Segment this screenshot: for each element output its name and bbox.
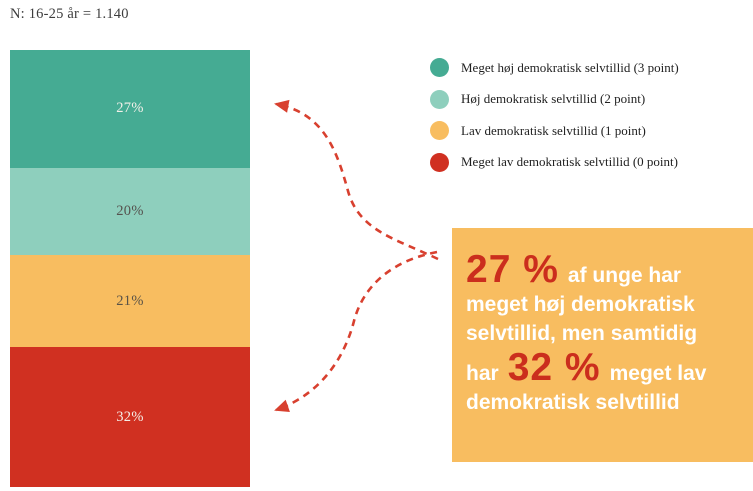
callout-stat-27: 27 % [466, 248, 559, 291]
bar-segment-2: 21% [10, 255, 250, 348]
callout-line-1: 27 % af unge har [466, 250, 739, 290]
bar-segment-1: 20% [10, 167, 250, 256]
callout-line-3: selvtillid, men samtidig [466, 322, 698, 345]
callout-box: 27 % af unge har meget høj demokratisk se… [452, 228, 753, 462]
legend-label: Lav demokratisk selvtillid (1 point) [461, 122, 646, 138]
legend-item-2: Lav demokratisk selvtillid (1 point) [430, 121, 679, 140]
callout-text: meget lav [609, 362, 707, 385]
stacked-bar: 27% 20% 21% 32% [10, 50, 250, 487]
legend-dot-icon [430, 89, 449, 109]
page-title: N: 16-25 år = 1.140 [10, 6, 129, 22]
legend-dot-icon [430, 152, 449, 172]
legend-item-3: Meget lav demokratisk selvtillid (0 poin… [430, 152, 679, 172]
legend-label: Meget lav demokratisk selvtillid (0 poin… [461, 154, 678, 169]
legend-item-0: Meget høj demokratisk selvtillid (3 poin… [430, 58, 679, 77]
legend-label: Høj demokratisk selvtillid (2 point) [461, 91, 646, 106]
callout-text: har [466, 362, 499, 385]
bar-segment-label: 32% [116, 408, 144, 425]
legend-dot-icon [430, 121, 449, 140]
bar-segment-label: 20% [116, 203, 144, 220]
arrow-to-32-percent [274, 250, 438, 413]
callout-text: af unge har [567, 264, 682, 287]
callout-line-5: demokratisk selvtillid [466, 391, 680, 414]
callout-line-4: har 32 % meget lav [466, 348, 739, 388]
legend-item-1: Høj demokratisk selvtillid (2 point) [430, 89, 679, 109]
bar-segment-label: 27% [116, 100, 144, 117]
bar-segment-label: 21% [116, 292, 144, 309]
legend-label: Meget høj demokratisk selvtillid (3 poin… [461, 59, 679, 75]
bar-segment-3: 32% [10, 347, 250, 487]
legend: Meget høj demokratisk selvtillid (3 poin… [430, 58, 679, 172]
arrow-to-27-percent [274, 99, 439, 261]
callout-line-2: meget høj demokratisk [466, 293, 695, 316]
bar-segment-0: 27% [10, 50, 250, 168]
legend-dot-icon [430, 58, 449, 77]
callout-stat-32: 32 % [507, 346, 601, 389]
